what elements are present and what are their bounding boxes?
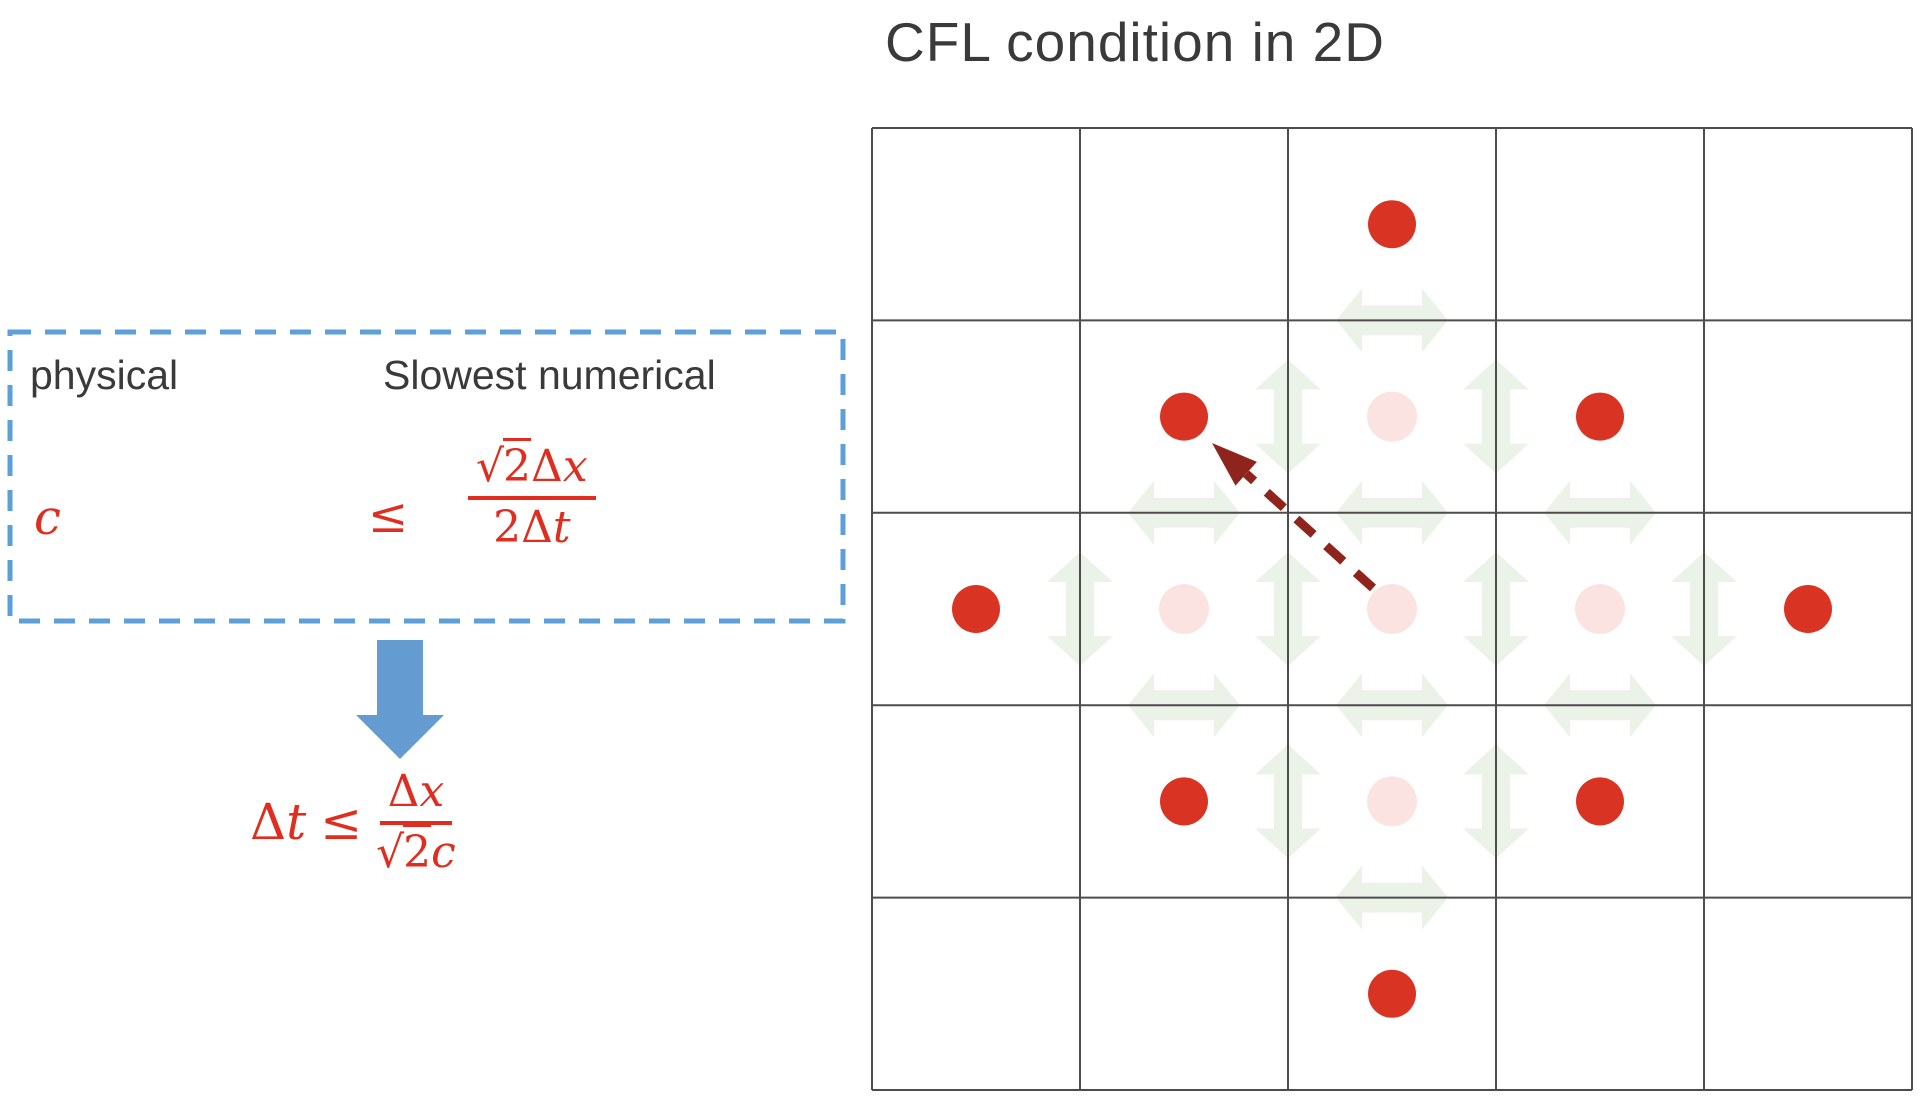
propagation-arrow-line (1243, 470, 1377, 592)
radicand: 2 (503, 438, 532, 492)
fraction-denominator: 2Δt (493, 500, 570, 554)
x-variable: x (419, 766, 445, 817)
wavefront-node-dot (1576, 777, 1624, 826)
result-fraction: Δx √2c (376, 766, 456, 879)
wavefront-node-dot (1368, 200, 1416, 249)
sqrt-sign: √ (376, 826, 405, 878)
coefficient: 2Δ (493, 501, 553, 553)
delta-symbol: Δ (531, 441, 563, 492)
implies-down-arrow (356, 640, 444, 759)
physical-label: physical (30, 352, 179, 398)
fraction-numerator: Δx (379, 766, 453, 825)
less-equal-symbol: ≤ (320, 793, 363, 852)
radicand: 2 (403, 823, 432, 878)
fraction-numerator: √2Δx (468, 438, 596, 500)
numerical-speed-label: Slowest numerical (383, 352, 716, 398)
previous-node-dot (1367, 584, 1417, 634)
numerical-speed-fraction: √2Δx 2Δt (468, 438, 596, 554)
delta-symbol: Δ (387, 766, 420, 817)
propagation-arrow-head (1212, 443, 1257, 486)
t-variable: t (286, 793, 307, 852)
wavefront-node-dot (1160, 777, 1208, 826)
page-title: CFL condition in 2D (885, 11, 1385, 73)
x-variable: x (562, 441, 588, 492)
previous-node-dot (1367, 391, 1417, 442)
sqrt-sign: √ (476, 441, 505, 492)
previous-node-dot (1159, 584, 1209, 634)
delta-symbol: Δ (250, 793, 287, 852)
wavefront-node-dot (1784, 585, 1832, 633)
previous-node-dot (1367, 776, 1417, 827)
result-formula: Δt ≤ Δx √2c (250, 766, 456, 879)
c-variable: c (431, 826, 456, 878)
wavefront-node-dot (1368, 969, 1416, 1018)
previous-node-dot (1575, 584, 1625, 634)
less-equal-symbol: ≤ (368, 488, 409, 544)
result-lhs: Δt (250, 797, 306, 847)
wave-speed-symbol: c (34, 490, 61, 546)
wavefront-node-dot (952, 585, 1000, 633)
wavefront-node-dot (1160, 392, 1208, 441)
wavefront-node-dot (1576, 392, 1624, 441)
t-variable: t (552, 501, 571, 553)
fraction-denominator: √2c (376, 823, 456, 879)
